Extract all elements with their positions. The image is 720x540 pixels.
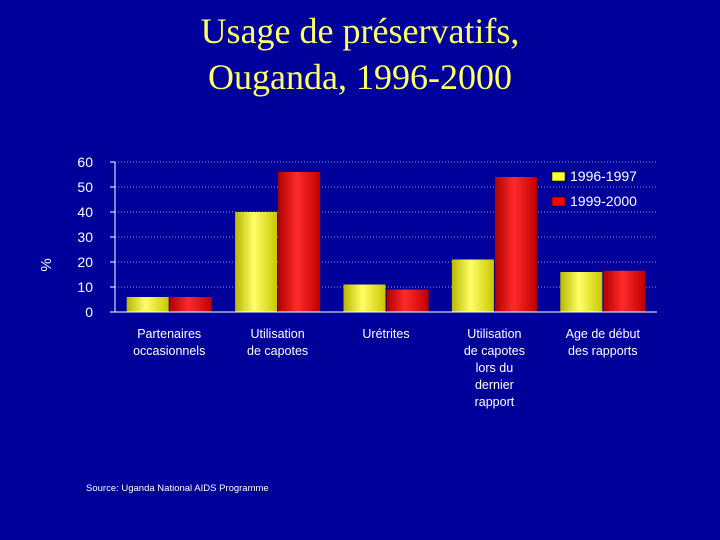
labels: 0 10 20 30 40 50 60% Partenaires occasionnels Uti… <box>38 154 641 409</box>
bars <box>126 172 646 312</box>
legend-swatch-1 <box>551 171 566 182</box>
title-line-1: Usage de préservatifs, <box>200 11 520 51</box>
bar-series2-cat3 <box>386 289 429 312</box>
axes <box>110 161 657 313</box>
x-category-label: de capotes <box>247 344 308 358</box>
x-category-label: Utilisation <box>467 327 521 341</box>
x-category-label: Age de début <box>566 327 641 341</box>
legend-label-1: 1996-1997 <box>570 168 637 184</box>
y-tick-label: 20 <box>77 254 93 270</box>
x-category-label: lors du <box>476 361 514 375</box>
y-axis-label: % <box>38 258 55 271</box>
bar-series1-cat3 <box>343 284 386 312</box>
source-note: Source: Uganda National AIDS Programme <box>86 483 269 494</box>
bar-series2-cat5 <box>603 270 646 312</box>
bar-series1-cat5 <box>560 272 603 312</box>
bar-series2-cat1 <box>169 297 212 312</box>
bar-series1-cat4 <box>451 259 494 312</box>
y-tick-label: 10 <box>77 279 93 295</box>
legend: 1996-1997 1999-2000 <box>551 168 637 209</box>
slide-title: Usage de préservatifs, Ouganda, 1996-200… <box>0 8 720 100</box>
legend-label-2: 1999-2000 <box>570 193 637 209</box>
legend-swatch-2 <box>551 196 566 207</box>
x-category-label: de capotes <box>464 344 525 358</box>
y-tick-label: 30 <box>77 229 93 245</box>
y-tick-label: 0 <box>85 304 93 320</box>
bar-series2-cat4 <box>494 177 537 312</box>
x-category-label: Urétrites <box>362 327 409 341</box>
x-category-label: des rapports <box>568 344 637 358</box>
y-tick-label: 50 <box>77 179 93 195</box>
bar-series1-cat1 <box>126 297 169 312</box>
x-category-label: Utilisation <box>251 327 305 341</box>
gridlines <box>115 161 657 288</box>
x-category-label: Partenaires <box>137 327 201 341</box>
x-category-label: dernier <box>475 378 514 392</box>
x-category-label: rapport <box>475 395 515 409</box>
y-tick-label: 60 <box>77 154 93 170</box>
x-category-label: occasionnels <box>133 344 205 358</box>
bar-series2-cat2 <box>278 172 321 312</box>
title-line-2: Ouganda, 1996-2000 <box>208 57 512 97</box>
bar-series1-cat2 <box>235 212 278 312</box>
y-tick-label: 40 <box>77 204 93 220</box>
